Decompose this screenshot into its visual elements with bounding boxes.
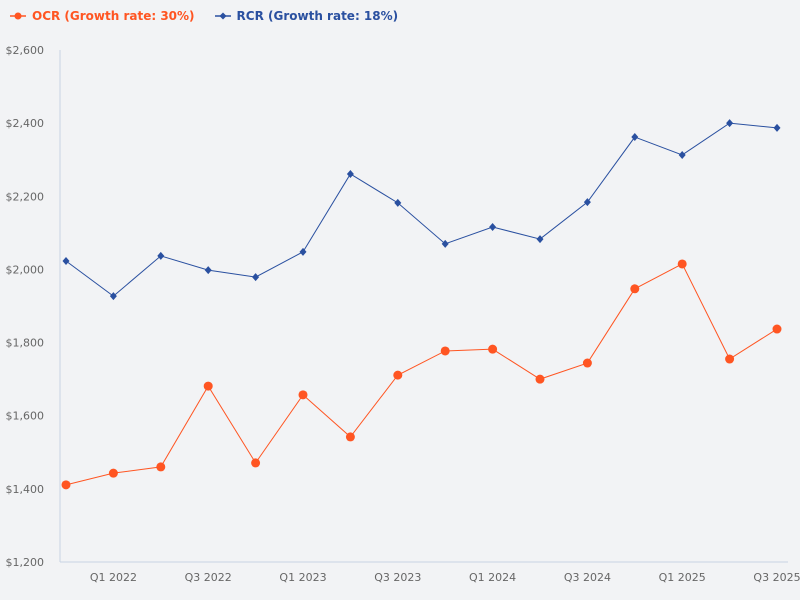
data-point: [108, 468, 118, 478]
data-point: [441, 239, 449, 248]
legend-label-ocr: OCR (Growth rate: 30%): [32, 9, 195, 23]
data-point: [678, 150, 686, 159]
data-point: [488, 344, 498, 354]
data-point: [252, 273, 260, 282]
circle-marker-icon: [10, 12, 26, 20]
series-rcr: [62, 119, 781, 301]
x-tick-label: Q1 2024: [469, 571, 516, 584]
data-point: [489, 223, 497, 232]
data-point: [773, 123, 781, 132]
data-point: [62, 257, 70, 266]
x-tick-label: Q1 2025: [659, 571, 706, 584]
y-tick-label: $2,600: [6, 44, 45, 57]
data-point: [630, 284, 640, 294]
legend-item-ocr[interactable]: OCR (Growth rate: 30%): [10, 9, 195, 23]
data-point: [582, 358, 592, 368]
data-point: [345, 432, 355, 442]
data-point: [109, 292, 117, 301]
data-point: [299, 247, 307, 256]
y-tick-label: $1,600: [6, 410, 45, 423]
diamond-marker-icon: [214, 12, 231, 20]
data-point: [394, 198, 402, 207]
series-line: [65, 263, 778, 486]
data-point: [61, 480, 71, 490]
x-tick-label: Q3 2025: [753, 571, 800, 584]
x-tick-label: Q3 2024: [564, 571, 611, 584]
y-tick-label: $2,400: [6, 117, 45, 130]
data-point: [535, 374, 545, 384]
data-point: [156, 462, 166, 472]
y-tick-label: $1,800: [6, 337, 45, 350]
data-point: [726, 119, 734, 128]
data-point: [204, 266, 212, 275]
data-point: [251, 458, 261, 468]
y-tick-label: $1,400: [6, 483, 45, 496]
x-tick-label: Q3 2022: [185, 571, 232, 584]
legend-item-rcr[interactable]: RCR (Growth rate: 18%): [214, 9, 399, 23]
data-point: [157, 251, 165, 260]
data-point: [772, 324, 782, 334]
data-point: [440, 346, 450, 356]
legend-label-rcr: RCR (Growth rate: 18%): [236, 9, 399, 23]
legend: OCR (Growth rate: 30%) RCR (Growth rate:…: [10, 9, 398, 23]
y-tick-label: $2,000: [6, 263, 45, 276]
data-point: [298, 390, 308, 400]
data-point: [631, 133, 639, 142]
data-point: [583, 198, 591, 207]
series-ocr: [61, 259, 782, 490]
y-tick-label: $2,200: [6, 190, 45, 203]
data-point: [346, 169, 354, 178]
data-point: [725, 354, 735, 364]
series-line: [65, 122, 778, 297]
data-point: [203, 381, 213, 391]
data-point: [393, 370, 403, 380]
y-tick-label: $1,200: [6, 556, 45, 569]
x-tick-label: Q1 2022: [90, 571, 137, 584]
x-tick-label: Q3 2023: [374, 571, 421, 584]
data-point: [677, 259, 687, 269]
data-point: [536, 235, 544, 244]
x-tick-label: Q1 2023: [279, 571, 326, 584]
